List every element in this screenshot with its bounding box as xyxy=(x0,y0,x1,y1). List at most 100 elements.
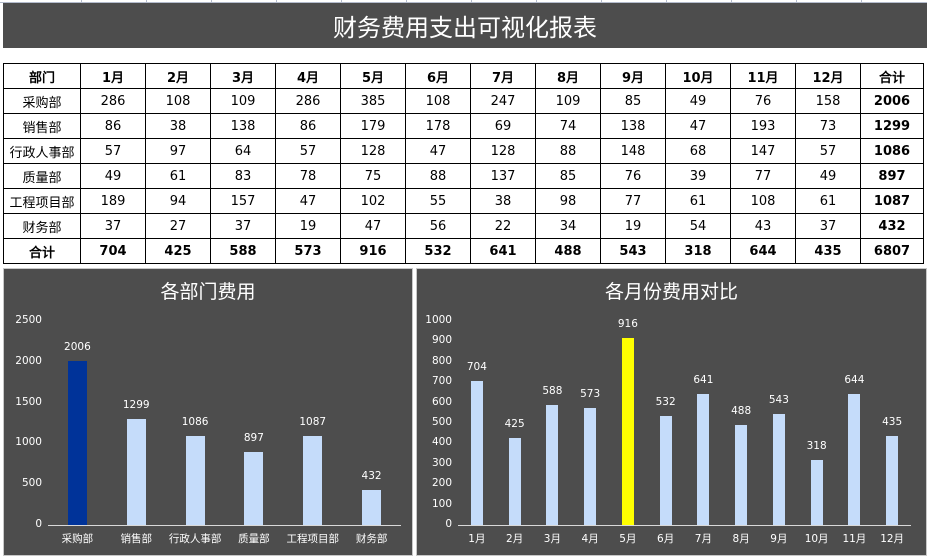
bar[interactable] xyxy=(659,416,672,525)
value-cell[interactable]: 98 xyxy=(535,188,601,214)
value-cell[interactable]: 102 xyxy=(340,188,406,214)
value-cell[interactable]: 109 xyxy=(210,88,276,114)
value-cell[interactable]: 37 xyxy=(210,213,276,239)
value-cell[interactable]: 49 xyxy=(665,88,731,114)
value-cell[interactable]: 10月 xyxy=(665,63,731,89)
value-cell[interactable]: 179 xyxy=(340,113,406,139)
value-cell[interactable]: 27 xyxy=(145,213,211,239)
value-cell[interactable]: 88 xyxy=(535,138,601,164)
value-cell[interactable]: 644 xyxy=(730,238,796,264)
value-cell[interactable]: 573 xyxy=(275,238,341,264)
bar[interactable] xyxy=(886,436,899,525)
value-cell[interactable]: 286 xyxy=(80,88,146,114)
row-label-cell[interactable]: 合计 xyxy=(3,238,81,264)
value-cell[interactable]: 148 xyxy=(600,138,666,164)
value-cell[interactable]: 247 xyxy=(470,88,536,114)
value-cell[interactable]: 588 xyxy=(210,238,276,264)
value-cell[interactable]: 385 xyxy=(340,88,406,114)
value-cell[interactable]: 47 xyxy=(340,213,406,239)
value-cell[interactable]: 158 xyxy=(795,88,861,114)
value-cell[interactable]: 37 xyxy=(80,213,146,239)
value-cell[interactable]: 178 xyxy=(405,113,471,139)
value-cell[interactable]: 77 xyxy=(730,163,796,189)
value-cell[interactable]: 47 xyxy=(405,138,471,164)
value-cell[interactable]: 435 xyxy=(795,238,861,264)
value-cell[interactable]: 22 xyxy=(470,213,536,239)
bar[interactable] xyxy=(362,489,382,525)
bar[interactable] xyxy=(621,338,634,525)
value-cell[interactable]: 57 xyxy=(275,138,341,164)
bar[interactable] xyxy=(546,405,559,525)
value-cell[interactable]: 916 xyxy=(340,238,406,264)
value-cell[interactable]: 11月 xyxy=(730,63,796,89)
value-cell[interactable]: 286 xyxy=(275,88,341,114)
total-cell[interactable]: 合计 xyxy=(860,63,924,89)
value-cell[interactable]: 488 xyxy=(535,238,601,264)
bar[interactable] xyxy=(697,394,710,525)
value-cell[interactable]: 54 xyxy=(665,213,731,239)
total-cell[interactable]: 1087 xyxy=(860,188,924,214)
value-cell[interactable]: 76 xyxy=(730,88,796,114)
value-cell[interactable]: 147 xyxy=(730,138,796,164)
bar[interactable] xyxy=(67,361,87,525)
value-cell[interactable]: 88 xyxy=(405,163,471,189)
value-cell[interactable]: 74 xyxy=(535,113,601,139)
bar[interactable] xyxy=(470,381,483,525)
value-cell[interactable]: 2月 xyxy=(145,63,211,89)
bar[interactable] xyxy=(772,414,785,525)
value-cell[interactable]: 61 xyxy=(665,188,731,214)
total-cell[interactable]: 897 xyxy=(860,163,924,189)
value-cell[interactable]: 86 xyxy=(275,113,341,139)
value-cell[interactable]: 5月 xyxy=(340,63,406,89)
value-cell[interactable]: 75 xyxy=(340,163,406,189)
total-cell[interactable]: 1086 xyxy=(860,138,924,164)
total-cell[interactable]: 6807 xyxy=(860,238,924,264)
row-label-cell[interactable]: 采购部 xyxy=(3,88,81,114)
value-cell[interactable]: 543 xyxy=(600,238,666,264)
value-cell[interactable]: 49 xyxy=(80,163,146,189)
value-cell[interactable]: 3月 xyxy=(210,63,276,89)
value-cell[interactable]: 12月 xyxy=(795,63,861,89)
value-cell[interactable]: 85 xyxy=(535,163,601,189)
value-cell[interactable]: 109 xyxy=(535,88,601,114)
value-cell[interactable]: 85 xyxy=(600,88,666,114)
value-cell[interactable]: 532 xyxy=(405,238,471,264)
value-cell[interactable]: 97 xyxy=(145,138,211,164)
value-cell[interactable]: 128 xyxy=(470,138,536,164)
value-cell[interactable]: 83 xyxy=(210,163,276,189)
value-cell[interactable]: 47 xyxy=(665,113,731,139)
value-cell[interactable]: 7月 xyxy=(470,63,536,89)
value-cell[interactable]: 94 xyxy=(145,188,211,214)
value-cell[interactable]: 78 xyxy=(275,163,341,189)
value-cell[interactable]: 61 xyxy=(145,163,211,189)
value-cell[interactable]: 76 xyxy=(600,163,666,189)
value-cell[interactable]: 77 xyxy=(600,188,666,214)
value-cell[interactable]: 425 xyxy=(145,238,211,264)
bar[interactable] xyxy=(810,460,823,525)
value-cell[interactable]: 8月 xyxy=(535,63,601,89)
value-cell[interactable]: 704 xyxy=(80,238,146,264)
value-cell[interactable]: 64 xyxy=(210,138,276,164)
value-cell[interactable]: 55 xyxy=(405,188,471,214)
value-cell[interactable]: 34 xyxy=(535,213,601,239)
value-cell[interactable]: 43 xyxy=(730,213,796,239)
row-label-cell[interactable]: 销售部 xyxy=(3,113,81,139)
total-cell[interactable]: 432 xyxy=(860,213,924,239)
value-cell[interactable]: 318 xyxy=(665,238,731,264)
value-cell[interactable]: 69 xyxy=(470,113,536,139)
value-cell[interactable]: 47 xyxy=(275,188,341,214)
value-cell[interactable]: 193 xyxy=(730,113,796,139)
bar[interactable] xyxy=(848,393,861,525)
value-cell[interactable]: 39 xyxy=(665,163,731,189)
value-cell[interactable]: 19 xyxy=(600,213,666,239)
value-cell[interactable]: 38 xyxy=(470,188,536,214)
value-cell[interactable]: 37 xyxy=(795,213,861,239)
value-cell[interactable]: 9月 xyxy=(600,63,666,89)
value-cell[interactable]: 128 xyxy=(340,138,406,164)
department-chart-panel[interactable]: 各部门费用 0 500 1000 1500 2000 2500 2006 采购部 1299 销售部… xyxy=(3,268,413,556)
value-cell[interactable]: 68 xyxy=(665,138,731,164)
value-cell[interactable]: 641 xyxy=(470,238,536,264)
value-cell[interactable]: 138 xyxy=(210,113,276,139)
value-cell[interactable]: 6月 xyxy=(405,63,471,89)
value-cell[interactable]: 19 xyxy=(275,213,341,239)
